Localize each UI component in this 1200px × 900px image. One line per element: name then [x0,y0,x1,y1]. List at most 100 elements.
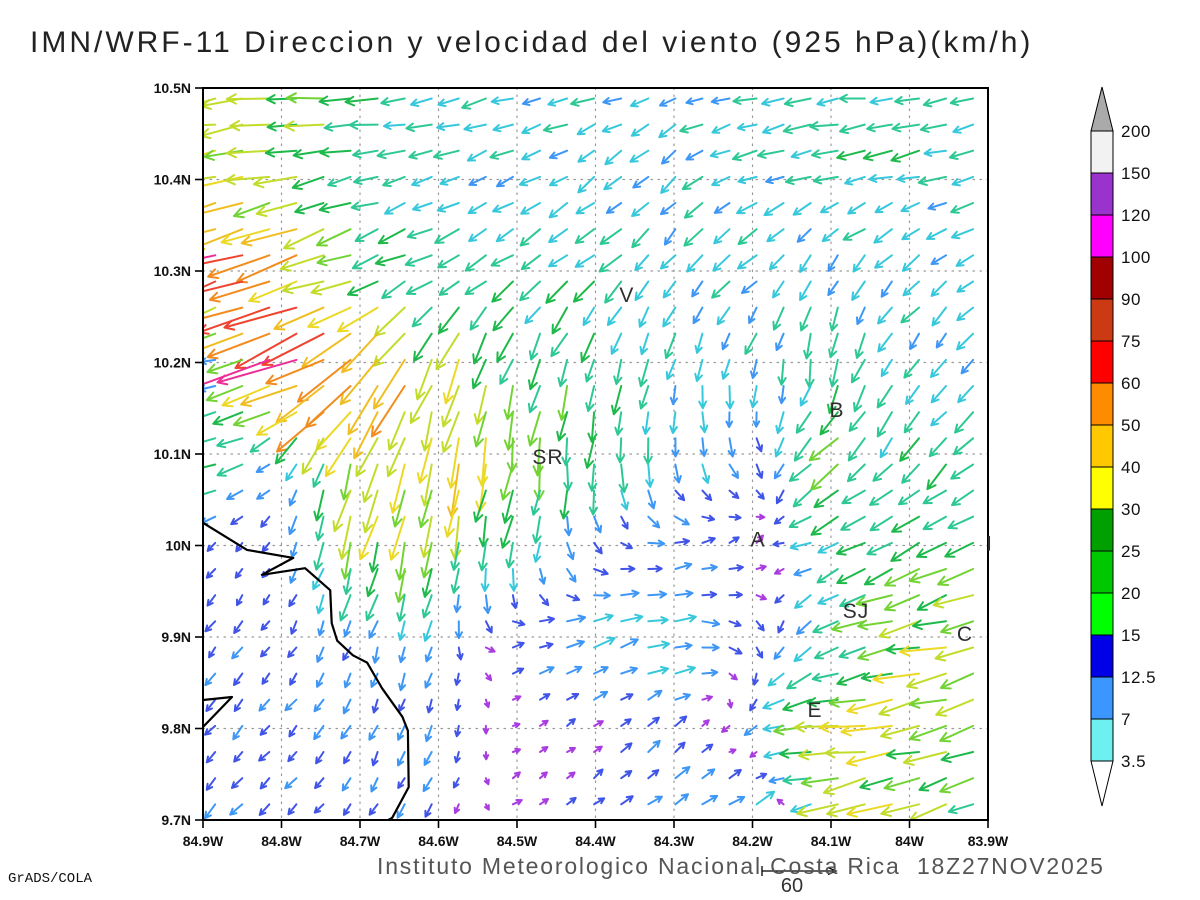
wind-arrow [225,147,271,159]
x-tick-label: 84.5W [497,833,538,849]
colorbar-segment [1090,550,1114,594]
wind-arrow [577,175,596,194]
wind-arrow [319,147,352,158]
wind-arrow [405,122,433,132]
wind-arrow [437,254,460,269]
wind-arrow [792,489,812,508]
wind-arrow [464,280,487,296]
wind-arrow [949,97,975,107]
wind-arrow [563,463,573,492]
colorbar: 200 150 120 100 90 75 60 50 40 30 25 20 15 12.5 7 3.5 [1090,86,1156,807]
wind-arrow [883,594,920,612]
colorbar-segment [1090,634,1114,678]
wind-arrow [620,541,633,550]
wind-arrow [376,149,406,160]
wind-arrow [317,620,325,637]
wind-arrow [352,149,379,159]
wind-arrow [532,541,542,563]
wind-arrow [463,123,487,133]
wind-arrow [810,463,839,491]
wind-arrow [520,202,541,215]
wind-arrow [721,724,731,733]
wind-arrow [354,228,379,242]
wind-arrow [776,798,785,806]
wind-arrow [566,665,583,675]
wind-arrow [939,672,975,690]
wind-arrow [618,463,629,494]
wind-arrow [372,332,406,367]
wind-arrow [838,93,866,104]
wind-arrow [593,745,603,753]
wind-arrow [499,463,514,501]
wind-arrow [620,666,638,675]
wind-arrow [883,777,920,792]
wind-arrow [930,254,947,265]
wind-arrow [775,489,785,505]
wind-arrow [712,254,731,272]
axis-labels: 10.5N 10.4N 10.3N 10.2N 10.1N 10N 9.9N 9.8N 9.7N… [154,80,1009,849]
wind-arrow [223,306,298,331]
x-tick-label: 83.9W [968,833,1009,849]
wind-arrow [348,120,379,130]
wind-arrow [775,411,785,435]
wind-arrow [860,671,893,683]
wind-arrow [782,123,812,135]
wind-arrow [786,672,812,690]
wind-arrow [876,385,893,409]
wind-arrow [789,541,812,551]
wind-arrow [551,306,569,335]
wind-arrow [711,280,731,299]
wind-arrow [749,751,758,758]
wind-arrow [252,175,298,189]
wind-arrow [828,696,866,708]
wind-arrow [728,564,744,572]
wind-arrow [511,641,525,649]
wind-arrow [397,620,406,641]
wind-arrow [593,591,611,600]
x-tick-label: 84.4W [575,833,616,849]
wind-arrow [660,254,677,270]
wind-arrow [643,437,653,465]
wind-arrow [310,280,352,296]
wind-arrow [301,437,325,475]
wind-arrow [371,698,379,714]
wind-arrow [620,613,644,623]
wind-arrow [821,228,839,243]
wind-arrow [681,175,704,191]
wind-arrow [409,385,433,424]
wind-arrow [674,589,694,598]
wind-arrow [468,175,487,186]
wind-arrow [518,175,541,187]
wind-arrow [342,568,352,595]
wind-arrow [610,332,623,355]
wind-arrow [203,202,217,209]
wind-arrow [473,489,487,523]
wind-arrow [312,463,325,488]
wind-arrow [226,489,244,500]
wind-arrow [813,489,839,509]
wind-arrow [755,593,767,601]
wind-arrow [950,463,975,480]
wind-arrow [490,254,514,267]
wind-arrow [620,638,639,649]
wind-arrow [585,385,596,412]
wind-arrow [846,803,893,818]
wind-arrow [386,437,406,478]
wind-arrow [701,768,716,780]
wind-arrow [566,693,580,701]
wind-arrow [539,693,551,701]
wind-arrow [397,777,406,789]
colorbar-segment [1090,424,1114,468]
y-tick-label: 10N [165,538,191,554]
wind-arrow [205,568,217,579]
wind-arrow [539,594,550,607]
wind-arrow [762,123,785,135]
wind-arrow [550,332,569,358]
wind-arrow [332,489,352,533]
wind-arrow [548,254,569,268]
wind-arrow [694,358,704,382]
wind-arrow [258,751,271,762]
wind-arrow [728,463,739,479]
wind-arrow [520,254,541,271]
wind-arrow [869,515,893,532]
